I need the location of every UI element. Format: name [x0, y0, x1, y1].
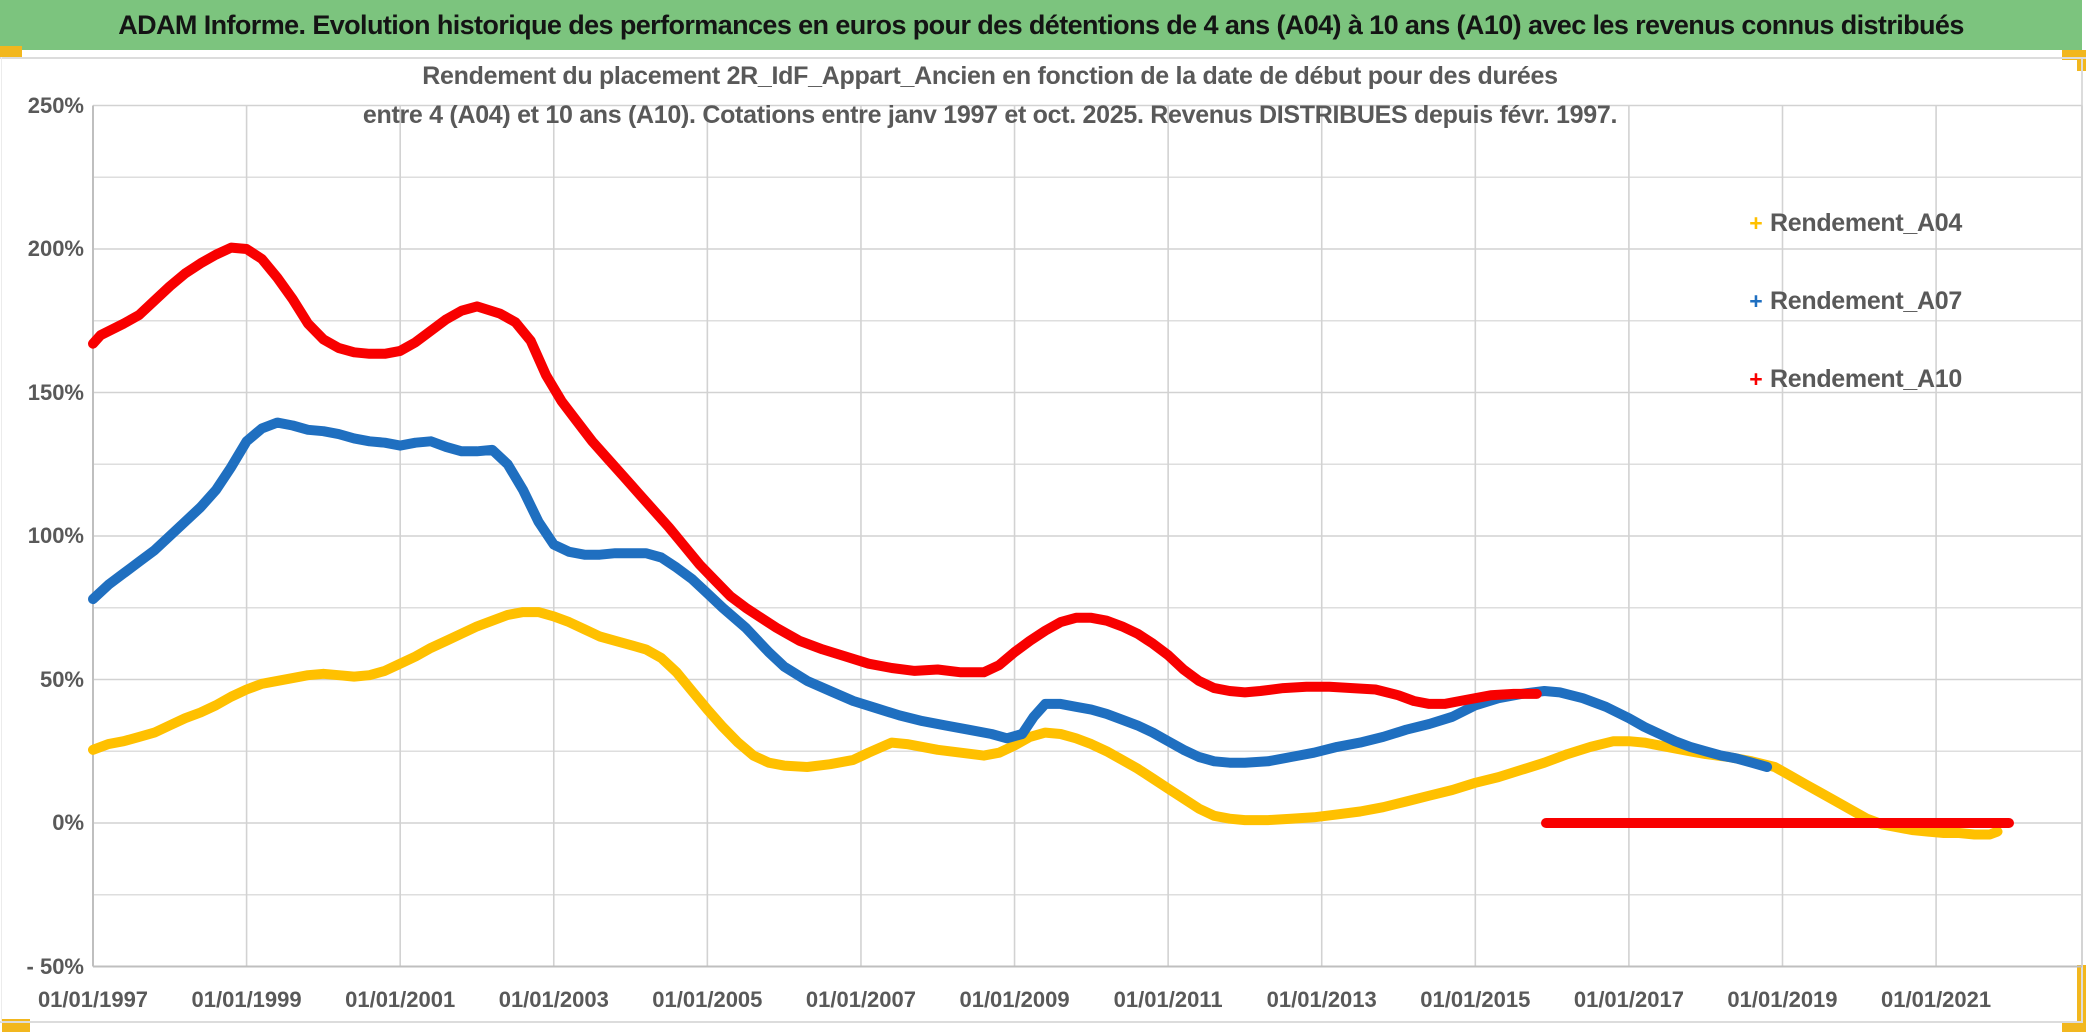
legend-item-rendement-a10: + Rendement_A10 — [1742, 361, 1962, 397]
chart-frame-top — [0, 57, 2086, 59]
legend-item-rendement-a04: + Rendement_A04 — [1742, 205, 1962, 241]
y-axis-label: 250% — [27, 92, 84, 118]
series-Rendement_A07 — [88, 417, 1773, 772]
header-title: ADAM Informe. Evolution historique des p… — [118, 9, 1964, 40]
legend-label: Rendement_A07 — [1770, 286, 1962, 315]
y-axis-label: 0% — [52, 810, 84, 835]
y-axis-label: 200% — [27, 236, 84, 261]
plus-marker-icon: + — [1749, 210, 1763, 236]
series-Rendement_A04 — [88, 607, 2003, 840]
x-axis-label: 01/01/2013 — [1266, 987, 1377, 1012]
x-axis-label: 01/01/2001 — [345, 987, 456, 1012]
chart-title-line2: entre 4 (A04) et 10 ans (A10). Cotations… — [362, 101, 1618, 129]
x-axis-label: 01/01/1999 — [191, 987, 302, 1012]
y-axis-label: 100% — [27, 523, 84, 548]
header-bar: ADAM Informe. Evolution historique des p… — [0, 0, 2082, 50]
plus-marker-icon: + — [1749, 288, 1763, 314]
x-axis-label: 01/01/2005 — [652, 987, 763, 1012]
x-axis-label: 01/01/2017 — [1573, 987, 1684, 1012]
legend-label: Rendement_A10 — [1770, 364, 1962, 393]
corner-accent-top-left — [0, 46, 22, 57]
x-axis-label: 01/01/1997 — [37, 987, 149, 1012]
corner-accent-top-right-horizontal — [2062, 50, 2086, 60]
legend-label: Rendement_A04 — [1770, 208, 1962, 237]
chart-title-line1: Rendement du placement 2R_IdF_Appart_Anc… — [422, 62, 1558, 90]
y-axis-label: 50% — [39, 666, 84, 692]
x-axis-label: 01/01/2003 — [498, 987, 609, 1012]
y-axis-label: - 50% — [26, 953, 84, 979]
corner-accent-bottom-right-horizontal — [2062, 1021, 2086, 1032]
legend-item-rendement-a07: + Rendement_A07 — [1742, 283, 1962, 319]
plus-marker-icon: + — [1749, 366, 1763, 392]
x-axis-label: 01/01/2009 — [959, 987, 1070, 1012]
x-axis-label: 01/01/2019 — [1727, 987, 1838, 1012]
x-axis-label: 01/01/2015 — [1420, 987, 1531, 1012]
x-axis-label: 01/01/2021 — [1881, 987, 1992, 1012]
chart-frame-bottom — [0, 1021, 2083, 1023]
x-axis-label: 01/01/2011 — [1113, 987, 1223, 1012]
y-axis-label: 150% — [27, 379, 84, 405]
series-Rendement_A10 — [88, 242, 1542, 709]
chart-frame-left — [1, 57, 2, 1022]
x-axis-label: 01/01/2007 — [805, 987, 916, 1012]
